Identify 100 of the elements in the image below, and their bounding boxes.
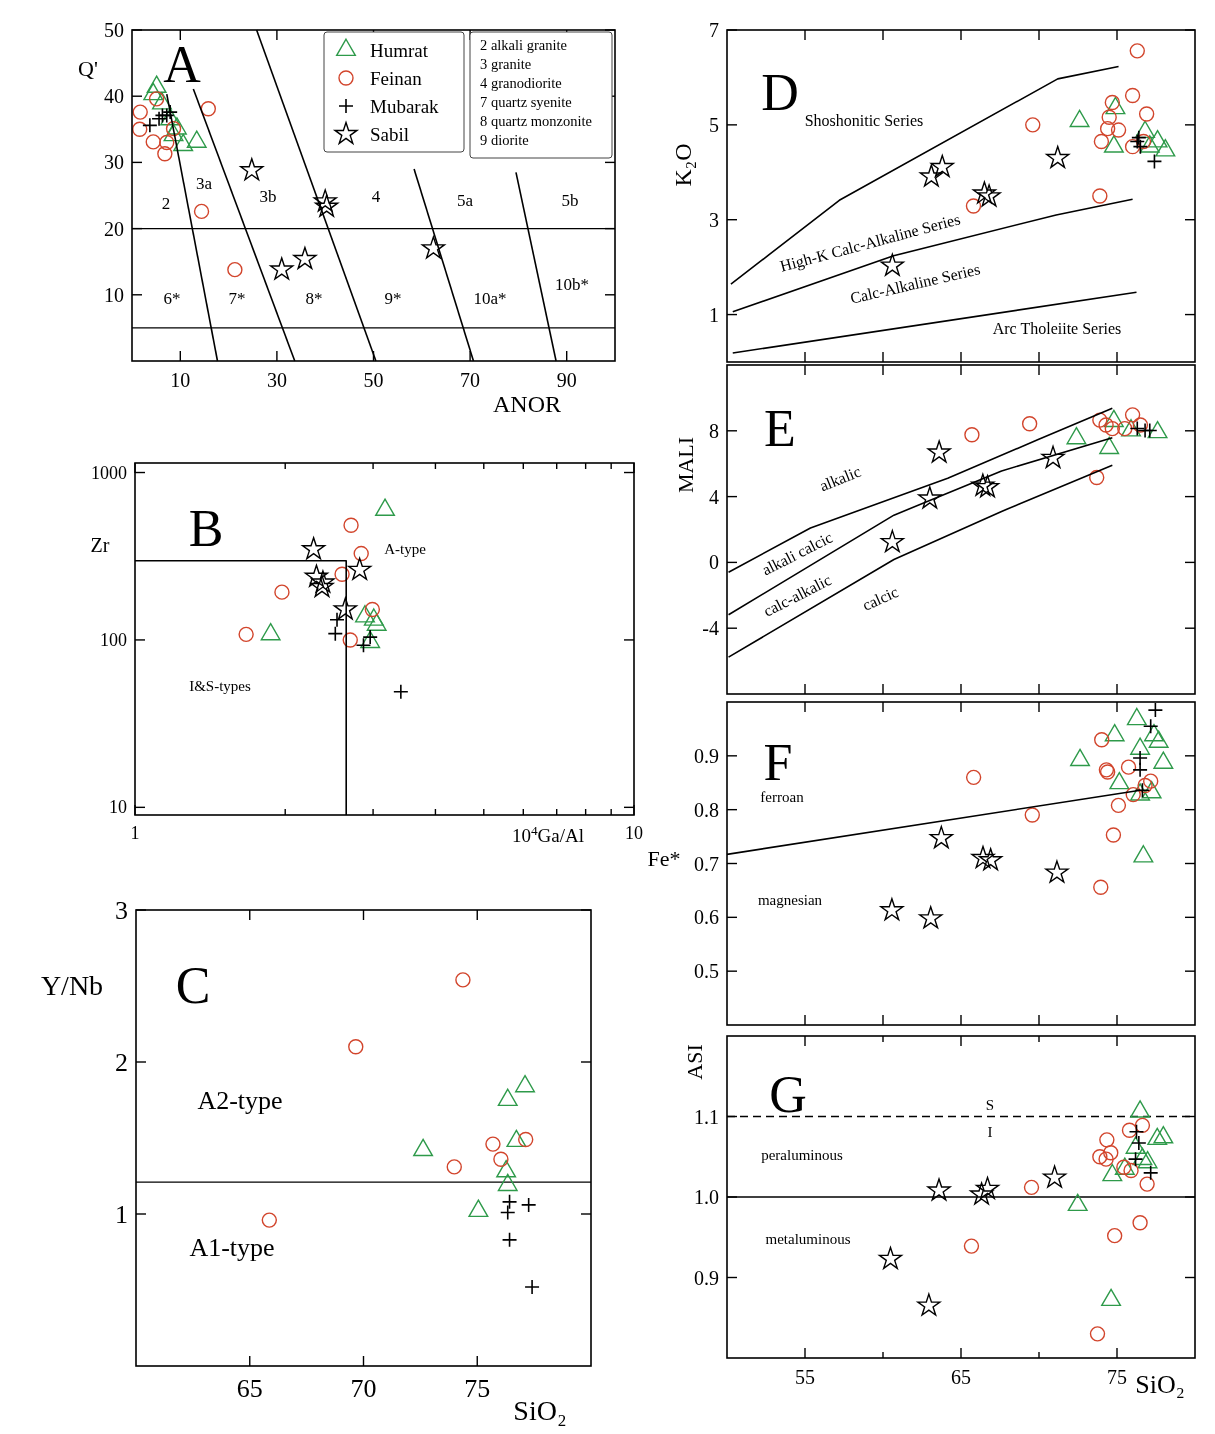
x-tick-label: 70 xyxy=(460,369,481,391)
legend-label: Sabil xyxy=(370,123,410,145)
annotation: alkalic xyxy=(817,462,863,494)
y-tick-label: 8 xyxy=(709,419,719,442)
annotation: peraluminous xyxy=(761,1147,843,1163)
annotation: A1-type xyxy=(189,1232,275,1262)
point xyxy=(293,246,317,270)
x-tick-label: 10 xyxy=(170,369,191,391)
point xyxy=(1134,782,1151,799)
point xyxy=(1021,416,1038,432)
y-tick-label: 1 xyxy=(115,1199,128,1229)
point xyxy=(971,845,995,869)
point xyxy=(501,1194,518,1210)
y-axis-title: Fe* xyxy=(647,845,681,871)
point xyxy=(1134,1117,1151,1134)
point xyxy=(151,110,167,127)
chart-title: A xyxy=(163,35,202,93)
point xyxy=(1023,1179,1040,1196)
point xyxy=(227,261,243,278)
point xyxy=(132,104,148,120)
point xyxy=(1127,1151,1144,1167)
point xyxy=(927,1178,951,1201)
x-tick-label: 50 xyxy=(363,369,384,391)
y-tick-label: 7 xyxy=(709,19,719,41)
y-tick-label: 0.9 xyxy=(694,1266,719,1289)
point xyxy=(1094,731,1110,748)
y-tick-label: 10 xyxy=(109,797,127,818)
annotation: 8 quartz monzonite xyxy=(480,113,592,129)
point xyxy=(975,474,1000,498)
point xyxy=(880,898,904,921)
point xyxy=(159,134,175,151)
legend-label: Humrat xyxy=(370,39,429,61)
annotation: 5a xyxy=(456,190,474,210)
y-tick-label: 0 xyxy=(709,551,719,574)
x-axis-title: SiO₂ xyxy=(1135,1370,1185,1399)
point xyxy=(270,257,294,280)
annotation: A-type xyxy=(384,541,427,557)
line-series xyxy=(731,198,1134,313)
point xyxy=(446,1159,462,1175)
annotation: Shoshonitic Series xyxy=(804,111,924,129)
annotation: 8* xyxy=(305,288,323,308)
y-tick-label: 5 xyxy=(709,113,719,136)
point xyxy=(193,203,210,220)
point xyxy=(1045,860,1069,883)
x-axis-title: 10$^{4}$Ga/Al xyxy=(511,822,585,846)
point xyxy=(1124,138,1141,155)
text: E xyxy=(764,399,796,457)
annotation: 9* xyxy=(384,288,402,308)
point xyxy=(145,134,161,150)
y-axis-title: Zr xyxy=(90,534,110,556)
point xyxy=(157,146,173,162)
y-tick-label: 0.6 xyxy=(694,906,719,929)
x-tick-label: 30 xyxy=(266,369,287,391)
point xyxy=(1125,786,1141,803)
annotation: I&S-types xyxy=(189,678,251,694)
point xyxy=(978,848,1003,871)
annotation: 6* xyxy=(163,288,181,308)
annotation: calcic xyxy=(859,582,901,614)
point xyxy=(1099,1132,1115,1148)
point xyxy=(1098,1151,1114,1167)
point xyxy=(977,184,1001,207)
point xyxy=(918,486,942,509)
point xyxy=(518,1131,534,1148)
point xyxy=(348,1039,364,1055)
text: C xyxy=(175,956,211,1014)
annotation: 7 quartz syenite xyxy=(480,94,572,110)
point xyxy=(1124,87,1141,104)
point xyxy=(1092,188,1108,204)
legend-label: Feinan xyxy=(370,67,423,89)
point xyxy=(1046,145,1070,169)
point xyxy=(1105,827,1122,843)
text: B xyxy=(188,499,224,557)
point xyxy=(1132,1215,1148,1231)
point xyxy=(927,440,951,463)
point xyxy=(1101,109,1117,125)
y-tick-label: 40 xyxy=(104,85,124,108)
point xyxy=(1139,1176,1155,1192)
x-axis-title: ANOR xyxy=(492,391,562,417)
point xyxy=(1104,420,1121,437)
point xyxy=(142,117,158,134)
point xyxy=(969,1182,994,1205)
annotation: 2 xyxy=(161,193,171,213)
annotation: metaluminous xyxy=(765,1231,851,1247)
point xyxy=(1089,1326,1106,1342)
point xyxy=(1143,773,1159,789)
point xyxy=(314,194,339,217)
point xyxy=(1142,718,1159,735)
y-tick-label: 3 xyxy=(115,895,128,925)
point xyxy=(1104,94,1121,111)
point xyxy=(1129,43,1145,59)
point xyxy=(421,236,446,259)
point xyxy=(964,427,980,443)
point xyxy=(1092,412,1108,428)
y-tick-label: 4 xyxy=(709,485,719,508)
point xyxy=(1132,417,1149,433)
annotation: ferroan xyxy=(760,789,805,805)
x-tick-label: 65 xyxy=(236,1374,263,1404)
y-tick-label: 0.9 xyxy=(694,744,719,767)
point xyxy=(1137,777,1153,794)
annotation: 3b xyxy=(259,186,277,206)
